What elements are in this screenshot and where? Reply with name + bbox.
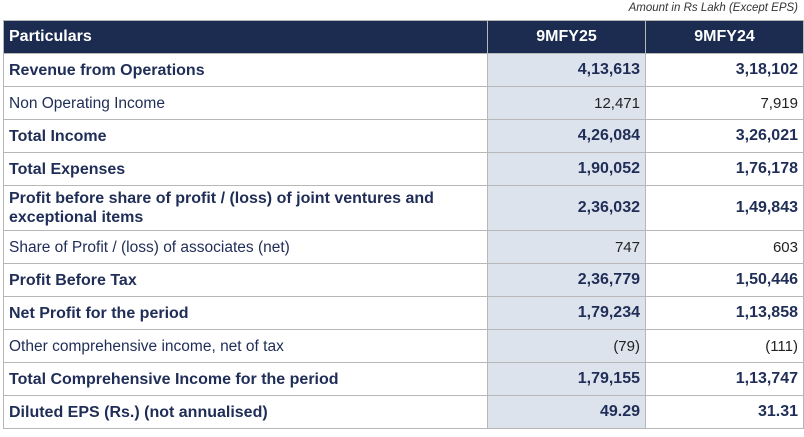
financial-results-table: Particulars 9MFY25 9MFY24 Revenue from O… bbox=[3, 20, 804, 429]
table-row: Profit before share of profit / (loss) o… bbox=[3, 185, 804, 231]
row-label: Non Operating Income bbox=[3, 86, 488, 120]
row-value-9mfy25: 1,90,052 bbox=[487, 152, 646, 186]
row-value-9mfy24: 1,50,446 bbox=[645, 263, 804, 297]
row-value-9mfy24: 1,49,843 bbox=[645, 185, 804, 231]
row-value-9mfy24: 3,26,021 bbox=[645, 119, 804, 153]
row-value-9mfy25: 49.29 bbox=[487, 395, 646, 429]
row-label: Total Expenses bbox=[3, 152, 488, 186]
row-label: Net Profit for the period bbox=[3, 296, 488, 330]
row-label: Profit before share of profit / (loss) o… bbox=[3, 185, 488, 231]
row-value-9mfy25: 12,471 bbox=[487, 86, 646, 120]
row-value-9mfy25: 4,13,613 bbox=[487, 53, 646, 87]
row-label: Profit Before Tax bbox=[3, 263, 488, 297]
header-particulars: Particulars bbox=[3, 20, 488, 54]
row-value-9mfy24: 603 bbox=[645, 230, 804, 264]
row-value-9mfy25: 2,36,779 bbox=[487, 263, 646, 297]
row-value-9mfy25: 1,79,155 bbox=[487, 362, 646, 396]
table-row: Profit Before Tax 2,36,779 1,50,446 bbox=[3, 263, 804, 297]
units-note: Amount in Rs Lakh (Except EPS) bbox=[628, 2, 798, 14]
row-label: Other comprehensive income, net of tax bbox=[3, 329, 488, 363]
table-row: Other comprehensive income, net of tax (… bbox=[3, 329, 804, 363]
row-value-9mfy25: 2,36,032 bbox=[487, 185, 646, 231]
row-value-9mfy25: 747 bbox=[487, 230, 646, 264]
row-value-9mfy24: 3,18,102 bbox=[645, 53, 804, 87]
table-row: Total Expenses 1,90,052 1,76,178 bbox=[3, 152, 804, 186]
header-9mfy24: 9MFY24 bbox=[645, 20, 804, 54]
header-9mfy25: 9MFY25 bbox=[487, 20, 646, 54]
row-value-9mfy24: 7,919 bbox=[645, 86, 804, 120]
row-value-9mfy25: (79) bbox=[487, 329, 646, 363]
row-label: Diluted EPS (Rs.) (not annualised) bbox=[3, 395, 488, 429]
row-value-9mfy24: 1,13,747 bbox=[645, 362, 804, 396]
row-value-9mfy24: 1,76,178 bbox=[645, 152, 804, 186]
row-value-9mfy24: (111) bbox=[645, 329, 804, 363]
row-value-9mfy25: 4,26,084 bbox=[487, 119, 646, 153]
row-label: Revenue from Operations bbox=[3, 53, 488, 87]
header-row: Particulars 9MFY25 9MFY24 bbox=[3, 20, 804, 54]
table-row: Total Comprehensive Income for the perio… bbox=[3, 362, 804, 396]
table-row: Net Profit for the period 1,79,234 1,13,… bbox=[3, 296, 804, 330]
row-value-9mfy25: 1,79,234 bbox=[487, 296, 646, 330]
table-row: Non Operating Income 12,471 7,919 bbox=[3, 86, 804, 120]
row-label: Share of Profit / (loss) of associates (… bbox=[3, 230, 488, 264]
row-label: Total Comprehensive Income for the perio… bbox=[3, 362, 488, 396]
table-row: Revenue from Operations 4,13,613 3,18,10… bbox=[3, 53, 804, 87]
row-label: Total Income bbox=[3, 119, 488, 153]
table-row: Diluted EPS (Rs.) (not annualised) 49.29… bbox=[3, 395, 804, 429]
table-row: Share of Profit / (loss) of associates (… bbox=[3, 230, 804, 264]
table-row: Total Income 4,26,084 3,26,021 bbox=[3, 119, 804, 153]
row-value-9mfy24: 31.31 bbox=[645, 395, 804, 429]
row-value-9mfy24: 1,13,858 bbox=[645, 296, 804, 330]
